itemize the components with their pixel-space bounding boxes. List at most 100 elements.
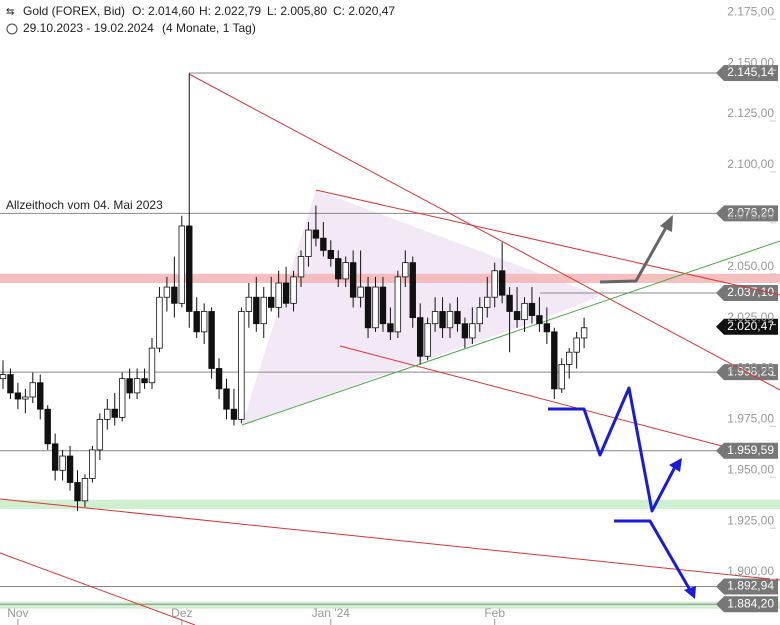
candle-body: [74, 482, 81, 502]
candle-body: [186, 225, 193, 312]
candle-body: [335, 258, 342, 280]
candle-body: [171, 286, 178, 304]
candle-body: [7, 374, 14, 394]
candle-body: [543, 323, 551, 333]
candle-body: [387, 323, 394, 333]
y-tick-label: 2.000,00: [727, 361, 774, 375]
x-tick-label: Feb: [484, 606, 505, 620]
candle-body: [14, 392, 22, 400]
candle-body: [59, 455, 66, 471]
price-tag: [716, 318, 778, 335]
candle-body: [104, 408, 111, 420]
candle-body: [446, 311, 454, 329]
arrow: [599, 223, 670, 284]
price-tag: [716, 596, 778, 613]
quote-open: O: 2.014,60: [132, 4, 195, 18]
candle-body: [208, 311, 215, 369]
candle-body: [357, 286, 364, 298]
price-tag-label: 1.884,20: [727, 596, 774, 610]
y-tick-label: 2.175,00: [727, 4, 774, 18]
candle-body: [96, 418, 104, 451]
candle-body: [342, 262, 349, 280]
price-tag: [716, 65, 778, 82]
arrow: [614, 519, 692, 591]
y-tick-label: 2.050,00: [727, 259, 774, 273]
arrowhead: [669, 458, 682, 472]
clock-icon: [6, 23, 18, 35]
candle-body: [558, 364, 565, 390]
candle-body: [163, 286, 171, 298]
quote-close: C: 2.020,47: [333, 4, 395, 18]
price-tag: [716, 205, 778, 222]
y-tick-label: 2.075,00: [727, 208, 774, 222]
candle-body: [215, 368, 223, 390]
icon: ⇆: [6, 7, 14, 18]
candle-body: [253, 296, 260, 325]
candle-body: [156, 296, 163, 349]
x-tick-label: Nov: [7, 606, 28, 620]
candle-body: [491, 270, 498, 298]
candle-body: [484, 296, 491, 308]
candle-body: [320, 237, 327, 251]
zones: [0, 273, 780, 609]
zone: [0, 601, 780, 609]
header: ⇆ Gold (FOREX, Bid) O: 2.014,60 H: 2.022…: [6, 4, 395, 35]
trend-lines: [0, 73, 780, 625]
zone: [0, 499, 780, 509]
price-tag-label: 2.145,14: [727, 65, 774, 79]
candle-body: [29, 382, 36, 398]
candle-body: [409, 262, 416, 318]
y-tick-label: 2.025,00: [727, 310, 774, 324]
candle-body: [290, 276, 297, 304]
y-tick-label: 1.925,00: [727, 513, 774, 527]
candle-body: [305, 229, 312, 257]
candle-body: [394, 276, 402, 333]
candle-body: [133, 378, 141, 394]
candle-body: [312, 229, 320, 239]
candle-body: [476, 307, 483, 325]
candle-body: [238, 311, 245, 420]
y-tick-label: 2.125,00: [727, 106, 774, 120]
arrow: [548, 386, 678, 513]
y-tick-label: 2.100,00: [727, 157, 774, 171]
candle-body: [364, 286, 372, 329]
y-tick-label: 1.950,00: [727, 462, 774, 476]
candle-body: [148, 347, 156, 384]
trend-line: [188, 73, 780, 391]
candle-body: [193, 311, 200, 333]
candle-body: [51, 443, 59, 471]
candle-body: [372, 286, 379, 329]
candle-body: [37, 382, 44, 410]
candle-body: [89, 449, 96, 479]
price-tag-label: 2.037,10: [727, 285, 774, 299]
axes: 1.900,00 1.925,00 1.950,00 1.975,00 2.000,00…: [7, 4, 776, 625]
candle-body: [327, 250, 334, 259]
annotation: Allzeithoch vom 04. Mai 2023: [6, 198, 163, 212]
x-tick-label: Jan '24: [312, 606, 351, 620]
arrowhead: [684, 586, 696, 599]
background-layer: [242, 190, 600, 425]
candle-body: [22, 396, 29, 400]
scenario-arrows: [548, 215, 696, 599]
quote-high: H: 2.022,79: [199, 4, 261, 18]
candles: [0, 73, 588, 511]
candle-body: [349, 262, 357, 298]
y-tick-label: 2.150,00: [727, 55, 774, 69]
zone: [0, 273, 780, 283]
y-tick-label: 1.975,00: [727, 412, 774, 426]
trend-line: [0, 498, 780, 581]
candle-body: [416, 317, 424, 357]
price-tag: [716, 442, 778, 459]
candle-body: [267, 296, 275, 308]
trend-line: [241, 240, 780, 426]
candle-body: [379, 286, 387, 325]
candle-body: [200, 311, 208, 333]
candle-body: [282, 282, 290, 304]
trend-line: [0, 552, 196, 625]
candle-body: [141, 378, 148, 384]
candle-body: [580, 327, 588, 339]
candle-body: [431, 311, 439, 325]
candle-body: [536, 315, 543, 325]
candle-body: [461, 323, 469, 339]
